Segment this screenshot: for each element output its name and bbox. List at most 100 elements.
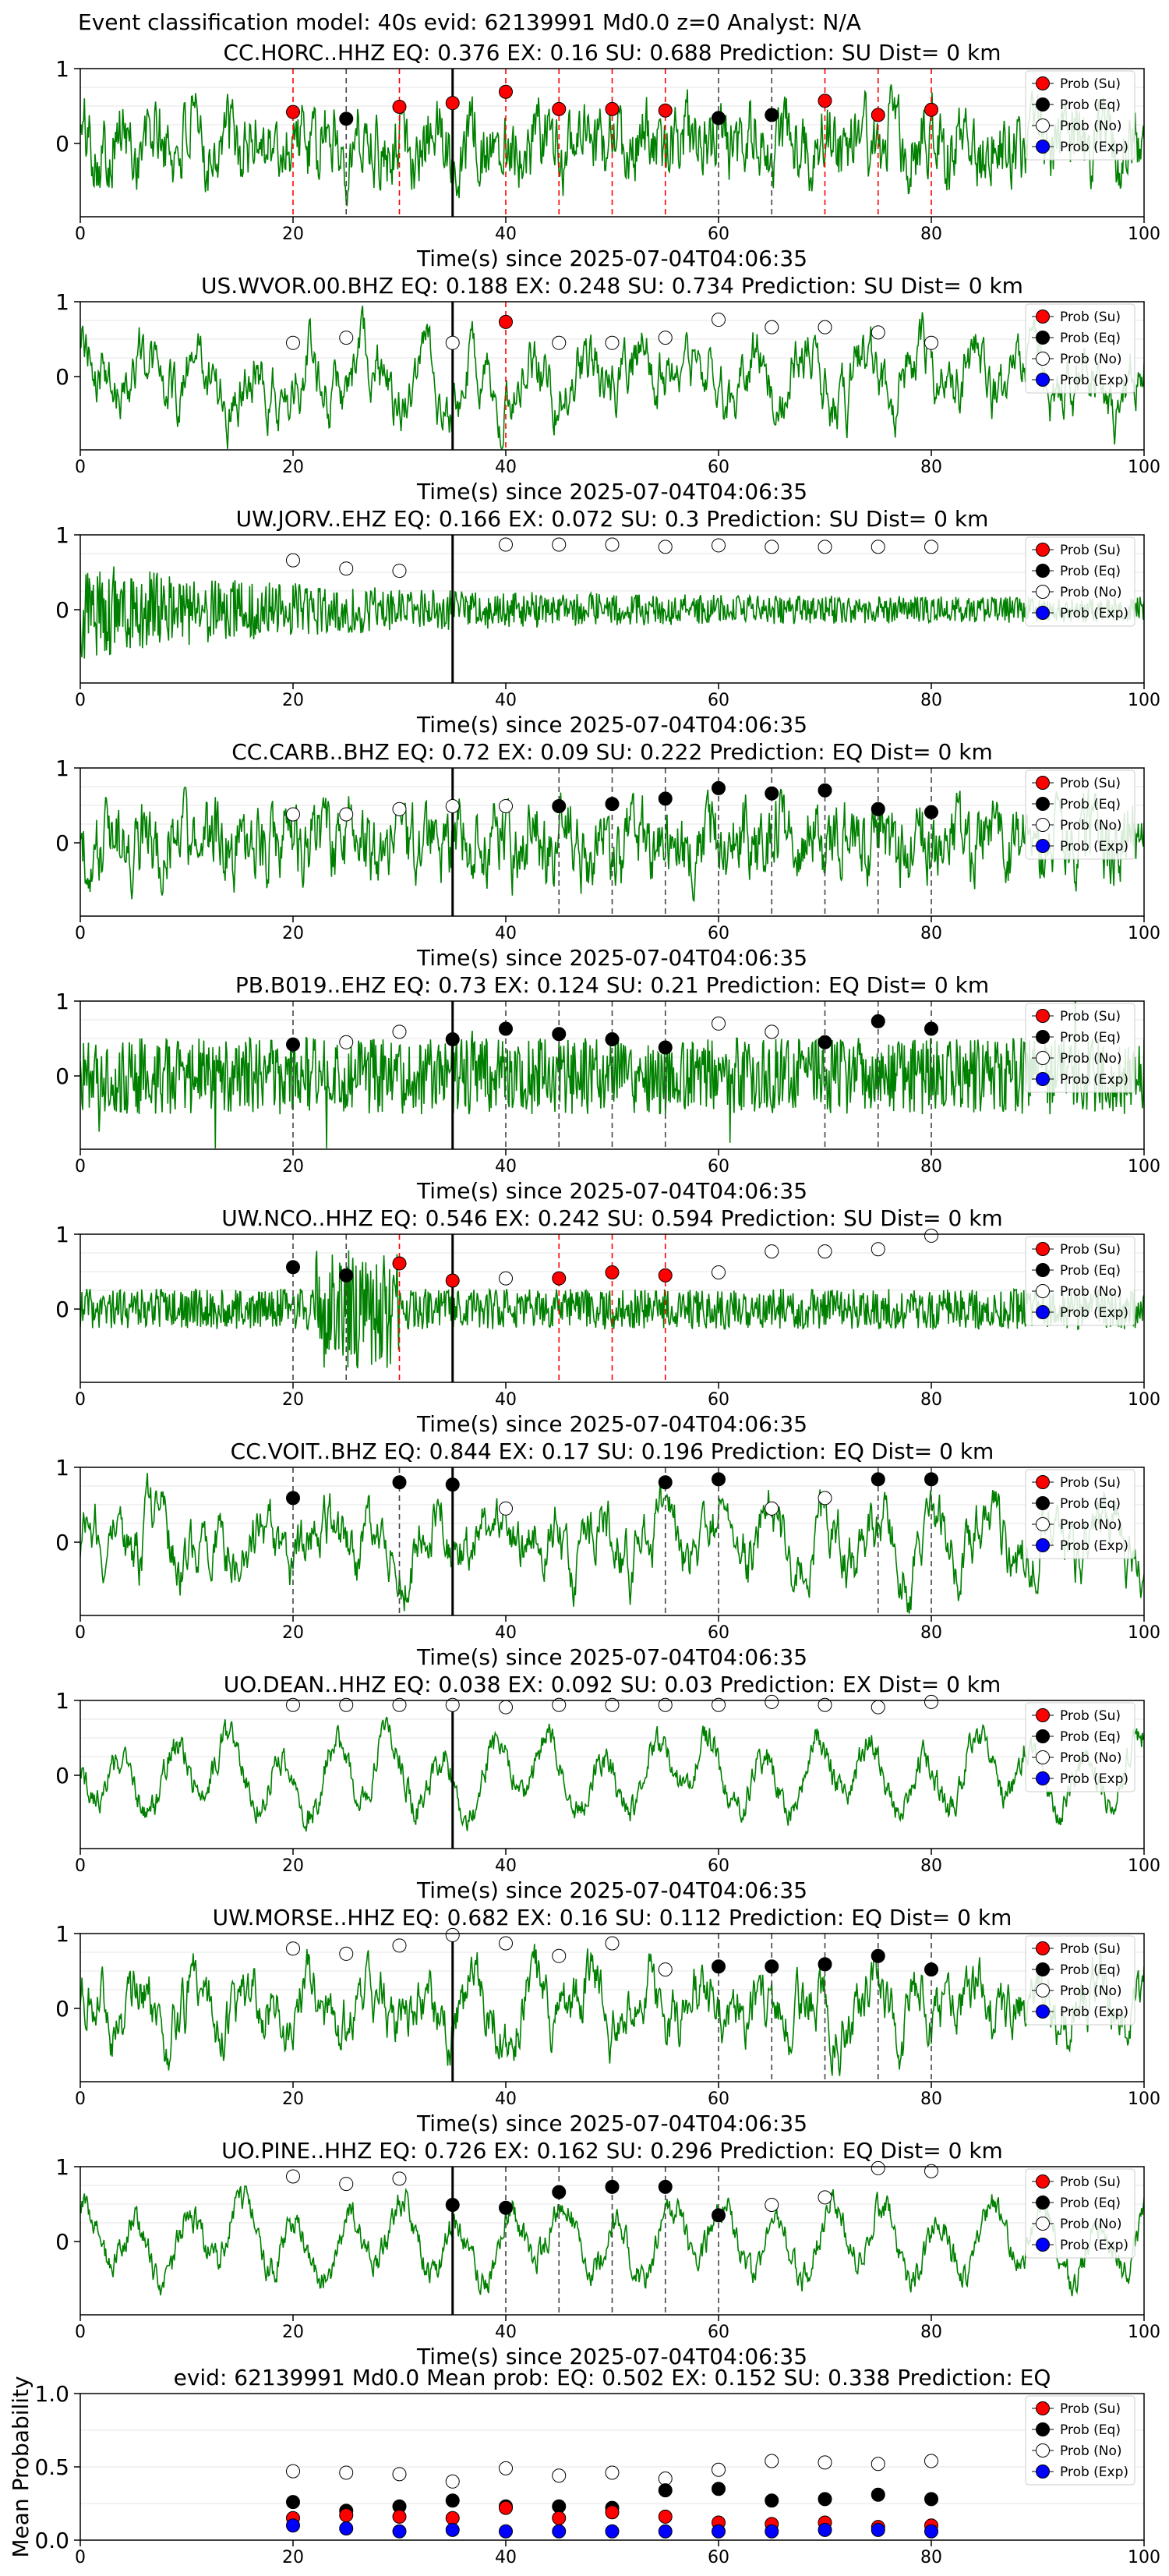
prob-marker-su — [658, 103, 673, 118]
x-tick-label: 60 — [708, 1157, 729, 1177]
legend-marker — [1036, 1009, 1050, 1023]
prob-marker-eq — [552, 2185, 567, 2199]
prob-marker-su — [871, 108, 885, 122]
y-tick-label: 0.5 — [34, 2454, 69, 2480]
x-tick-label: 20 — [282, 225, 304, 244]
panel-legend: Prob (Su) Prob (Eq) Prob (No) Prob (Exp) — [1025, 1003, 1135, 1093]
prob-marker-no — [765, 1244, 779, 1259]
x-tick-label: 0 — [75, 924, 86, 943]
y-tick-label: 0 — [55, 131, 69, 157]
panel-title: UW.MORSE..HHZ EQ: 0.682 EX: 0.16 SU: 0.1… — [213, 1905, 1012, 1930]
x-tick-label: 80 — [920, 458, 942, 477]
mean-prob-point — [499, 2524, 513, 2539]
panel-legend: Prob (Su) Prob (Eq) Prob (No) Prob (Exp) — [1025, 1702, 1135, 1792]
prob-marker-no — [818, 1697, 832, 1712]
legend-frame — [1025, 770, 1135, 860]
prob-marker-eq — [818, 783, 832, 798]
prob-marker-eq — [445, 1477, 460, 1492]
x-tick-label: 60 — [708, 2548, 729, 2567]
prob-marker-eq — [552, 1027, 567, 1042]
mean-prob-point — [818, 2492, 832, 2507]
legend-marker — [1036, 1030, 1050, 1044]
legend-frame — [1025, 70, 1135, 161]
prob-marker-no — [286, 553, 300, 568]
mean-prob-point — [924, 2492, 938, 2507]
x-axis-label: Time(s) since 2025-07-04T04:06:35 — [416, 1178, 807, 1204]
x-tick-label: 40 — [495, 1856, 517, 1876]
legend-marker — [1036, 2422, 1050, 2436]
waveform-panel: UW.MORSE..HHZ EQ: 0.682 EX: 0.16 SU: 0.1… — [55, 1905, 1160, 2136]
prob-marker-eq — [924, 1021, 938, 1036]
x-tick-label: 60 — [708, 1390, 729, 1410]
prob-marker-eq — [924, 1472, 938, 1487]
legend-marker — [1036, 331, 1050, 345]
mean-prob-point — [552, 2468, 567, 2483]
legend-frame — [1025, 1702, 1135, 1792]
prob-marker-eq — [286, 1491, 300, 1506]
summary-panel: evid: 62139991 Md0.0 Mean prob: EQ: 0.50… — [8, 2365, 1160, 2567]
legend-marker — [1036, 1496, 1050, 1510]
waveform-panel: CC.VOIT..BHZ EQ: 0.844 EX: 0.17 SU: 0.19… — [55, 1438, 1160, 1670]
prob-marker-no — [818, 540, 832, 554]
prob-marker-no — [658, 331, 673, 345]
prob-marker-no — [286, 2169, 300, 2184]
prob-marker-no — [392, 801, 407, 816]
prob-marker-no — [339, 331, 354, 345]
x-axis-label: Time(s) since 2025-07-04T04:06:35 — [416, 712, 807, 738]
legend-marker — [1036, 2401, 1050, 2415]
mean-prob-point — [339, 2508, 354, 2523]
legend-label: Prob (Eq) — [1060, 331, 1121, 346]
waveform-trace — [80, 1250, 1144, 1369]
prob-marker-eq — [712, 1472, 726, 1487]
legend-label: Prob (Eq) — [1060, 2196, 1121, 2211]
x-tick-label: 100 — [1128, 2548, 1160, 2567]
legend-marker — [1036, 1263, 1050, 1277]
mean-prob-point — [392, 2524, 407, 2539]
prob-marker-no — [392, 1938, 407, 1953]
x-tick-label: 100 — [1128, 1623, 1160, 1643]
prob-marker-no — [924, 335, 938, 350]
legend-label: Prob (Su) — [1060, 76, 1121, 92]
x-tick-label: 0 — [75, 1623, 86, 1643]
waveform-panel: US.WVOR.00.BHZ EQ: 0.188 EX: 0.248 SU: 0… — [55, 273, 1160, 504]
legend-label: Prob (Exp) — [1060, 373, 1128, 388]
legend-label: Prob (Exp) — [1060, 2465, 1128, 2480]
prob-marker-no — [818, 1244, 832, 1259]
prob-marker-no — [871, 1242, 885, 1257]
legend-label: Prob (No) — [1060, 585, 1122, 600]
prob-marker-eq — [552, 798, 567, 813]
legend-marker — [1036, 776, 1050, 790]
prob-marker-no — [924, 2164, 938, 2178]
y-tick-label: 1 — [55, 1688, 69, 1714]
y-tick-label: 0 — [55, 2229, 69, 2255]
x-tick-label: 100 — [1128, 924, 1160, 943]
mean-prob-point — [712, 2462, 726, 2477]
prob-marker-su — [605, 101, 620, 116]
legend-marker — [1036, 1750, 1050, 1764]
x-axis-label: Time(s) since 2025-07-04T04:06:35 — [416, 1411, 807, 1437]
prob-marker-no — [499, 798, 513, 813]
prob-marker-eq — [712, 1959, 726, 1974]
legend-marker — [1036, 1517, 1050, 1531]
legend-label: Prob (Exp) — [1060, 1305, 1128, 1321]
x-tick-label: 0 — [75, 2548, 86, 2567]
y-tick-label: 1 — [55, 755, 69, 781]
x-tick-label: 60 — [708, 2089, 729, 2109]
prob-marker-no — [765, 1501, 779, 1516]
legend-marker — [1036, 564, 1050, 578]
legend-marker — [1036, 585, 1050, 599]
prob-marker-eq — [658, 1475, 673, 1490]
prob-marker-no — [605, 335, 620, 350]
prob-marker-eq — [871, 1948, 885, 1963]
y-tick-label: 0 — [55, 364, 69, 390]
legend-marker — [1036, 1284, 1050, 1298]
x-tick-label: 0 — [75, 2089, 86, 2109]
x-tick-label: 20 — [282, 1157, 304, 1177]
y-tick-label: 0 — [55, 1530, 69, 1555]
y-tick-label: 1.0 — [34, 2381, 69, 2407]
prob-marker-no — [712, 1016, 726, 1031]
panel-title: US.WVOR.00.BHZ EQ: 0.188 EX: 0.248 SU: 0… — [201, 273, 1023, 299]
x-tick-label: 0 — [75, 2323, 86, 2342]
mean-prob-point — [499, 2461, 513, 2475]
